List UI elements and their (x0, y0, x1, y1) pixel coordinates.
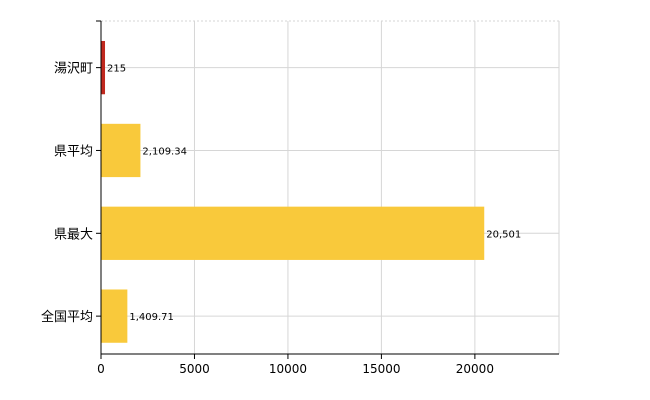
category-label: 全国平均 (41, 309, 93, 325)
data-label: 1,409.71 (129, 312, 174, 323)
category-label: 県最大 (54, 227, 93, 242)
bar (101, 123, 141, 178)
x-tick-label: 5000 (179, 362, 210, 376)
category-label: 県平均 (54, 144, 93, 159)
data-label: 20,501 (486, 229, 521, 240)
bar (101, 289, 128, 343)
x-tick-label: 20000 (456, 362, 494, 376)
category-label: 湯沢町 (54, 62, 93, 77)
x-tick-label: 10000 (269, 362, 307, 376)
data-label: 215 (107, 64, 126, 75)
axes (96, 20, 559, 359)
grid (101, 20, 560, 354)
x-tick-label: 15000 (362, 362, 400, 376)
bar (101, 206, 485, 260)
bars (101, 40, 485, 343)
x-tick-label: 0 (97, 362, 105, 376)
bar (101, 40, 106, 95)
labels: 215 湯沢町 2,109.34 県平均 20,501 県最大 1,409.71 全国平均 0 5… (41, 62, 521, 376)
data-label: 2,109.34 (142, 146, 187, 157)
